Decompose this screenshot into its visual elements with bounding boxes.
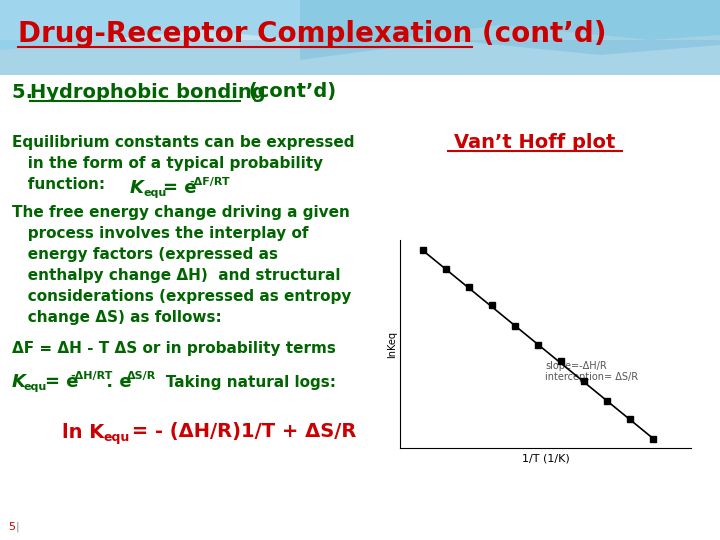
FancyBboxPatch shape [0, 0, 720, 40]
Text: ln K: ln K [62, 422, 104, 442]
Text: slope=-ΔH/R
interception= ΔS/R: slope=-ΔH/R interception= ΔS/R [546, 361, 639, 382]
Text: . e: . e [100, 373, 132, 391]
X-axis label: 1/T (1/K): 1/T (1/K) [521, 454, 570, 464]
Polygon shape [300, 0, 720, 60]
Text: The free energy change driving a given
   process involves the interplay of
   e: The free energy change driving a given p… [12, 205, 351, 325]
Text: |: | [16, 522, 19, 532]
FancyBboxPatch shape [0, 0, 720, 80]
Text: ΔF = ΔH - T ΔS or in probability terms: ΔF = ΔH - T ΔS or in probability terms [12, 341, 336, 355]
Text: Hydrophobic bonding: Hydrophobic bonding [30, 83, 266, 102]
Text: = e: = e [45, 373, 78, 391]
Text: Van’t Hoff plot: Van’t Hoff plot [454, 132, 616, 152]
Text: Taking natural logs:: Taking natural logs: [150, 375, 336, 389]
Y-axis label: lnKeq: lnKeq [387, 330, 397, 357]
Text: Drug-Receptor Complexation (cont’d): Drug-Receptor Complexation (cont’d) [18, 20, 606, 48]
Text: K: K [12, 373, 26, 391]
Text: 5: 5 [8, 522, 15, 532]
Text: (cont’d): (cont’d) [242, 83, 336, 102]
Text: K: K [130, 179, 144, 197]
Text: = - (ΔH/R)1/T + ΔS/R: = - (ΔH/R)1/T + ΔS/R [125, 422, 356, 442]
Text: equ: equ [143, 188, 166, 198]
Text: -ΔH/RT: -ΔH/RT [70, 371, 112, 381]
Polygon shape [0, 0, 720, 50]
Text: equ: equ [24, 382, 48, 392]
Text: Equilibrium constants can be expressed
   in the form of a typical probability
 : Equilibrium constants can be expressed i… [12, 135, 354, 192]
Text: 5.: 5. [12, 83, 40, 102]
Text: equ: equ [104, 430, 130, 443]
Text: = e: = e [163, 179, 197, 197]
FancyBboxPatch shape [0, 75, 720, 540]
Text: -ΔF/RT: -ΔF/RT [189, 177, 230, 187]
Text: ΔS/R: ΔS/R [127, 371, 156, 381]
